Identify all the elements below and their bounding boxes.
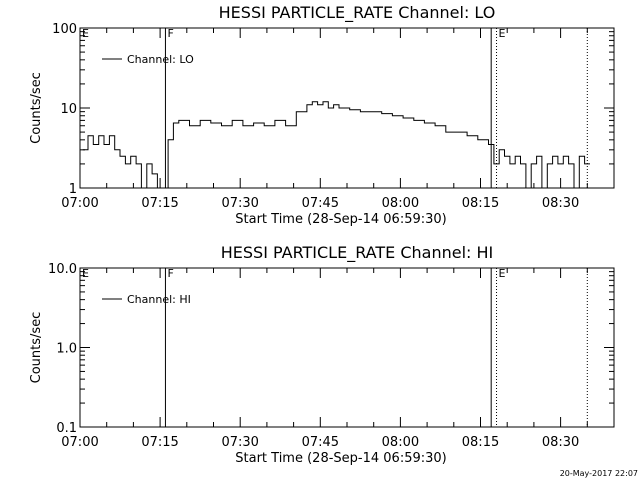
time-marker-label: E xyxy=(82,267,89,280)
time-marker-label: F xyxy=(167,267,173,280)
x-tick-label: 07:30 xyxy=(221,435,258,450)
y-tick-label: 1.0 xyxy=(56,342,77,357)
legend-label: Channel: HI xyxy=(127,293,191,306)
x-tick-label: 07:00 xyxy=(61,196,98,211)
x-tick-label: 07:30 xyxy=(221,196,258,211)
y-tick-label: 10.0 xyxy=(48,262,77,277)
x-tick-label: 07:15 xyxy=(141,196,178,211)
x-tick-label: 08:00 xyxy=(382,435,419,450)
x-axis-label: Start Time (28-Sep-14 06:59:30) xyxy=(235,451,446,466)
chart-panel: HESSI PARTICLE_RATE Channel: LO 1 10 100 07:… xyxy=(29,3,615,227)
time-marker-label: E xyxy=(499,267,506,280)
x-tick-label: 08:15 xyxy=(462,196,499,211)
y-axis-label: Counts/sec xyxy=(29,312,44,384)
time-marker-label: F xyxy=(167,27,173,40)
y-tick-label: 10 xyxy=(60,102,77,117)
x-tick-label: 08:30 xyxy=(542,196,579,211)
chart-panel: HESSI PARTICLE_RATE Channel: HI 0.1 1.0 10.… xyxy=(29,243,615,466)
chart-panels: HESSI PARTICLE_RATE Channel: LO 1 10 100 07:… xyxy=(29,3,615,466)
legend-label: Channel: LO xyxy=(127,53,194,66)
y-axis-label: Counts/sec xyxy=(29,72,44,144)
y-tick-label: 1 xyxy=(69,182,77,197)
time-marker-label: E xyxy=(499,27,506,40)
x-tick-label: 08:00 xyxy=(382,196,419,211)
y-tick-label: 100 xyxy=(52,22,77,37)
y-tick-label: 0.1 xyxy=(56,421,77,436)
chart-title: HESSI PARTICLE_RATE Channel: HI xyxy=(221,243,494,263)
x-axis-label: Start Time (28-Sep-14 06:59:30) xyxy=(235,212,446,227)
series-line xyxy=(82,101,590,189)
chart-title: HESSI PARTICLE_RATE Channel: LO xyxy=(219,3,496,23)
footer-timestamp: 20-May-2017 22:07 xyxy=(560,469,638,478)
x-tick-label: 07:45 xyxy=(302,196,339,211)
x-tick-label: 08:30 xyxy=(542,435,579,450)
time-marker-label: E xyxy=(82,27,89,40)
x-tick-label: 07:45 xyxy=(302,435,339,450)
x-tick-label: 08:15 xyxy=(462,435,499,450)
x-tick-label: 07:00 xyxy=(61,435,98,450)
plot-frame xyxy=(79,267,615,428)
x-tick-label: 07:15 xyxy=(141,435,178,450)
